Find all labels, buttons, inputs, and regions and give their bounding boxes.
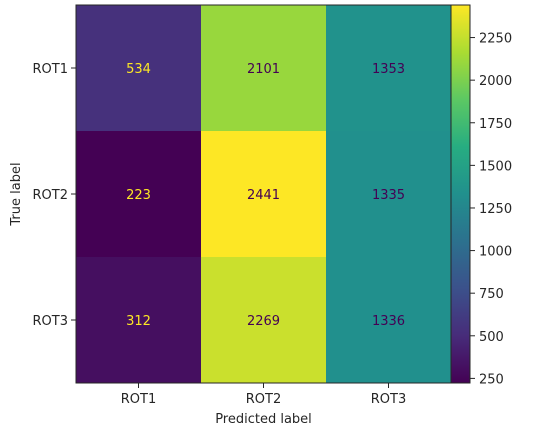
cell-value-label: 2269: [247, 314, 280, 329]
cell-value-label: 2101: [247, 62, 280, 77]
heatmap-cell: [326, 5, 451, 131]
colorbar-tick-label: 1250: [479, 202, 512, 217]
colorbar-tick-label: 1000: [479, 245, 512, 260]
heatmap-cell: [76, 5, 201, 131]
heatmap-cell: [201, 257, 326, 383]
cell-value-label: 312: [126, 314, 151, 329]
cell-value-label: 223: [126, 188, 151, 203]
colorbar-tick-label: 2000: [479, 74, 512, 89]
x-tick-label: ROT1: [121, 392, 156, 407]
colorbar-tick-label: 1500: [479, 159, 512, 174]
colorbar-ticks: 250 500 750 1000 1250 1500 1750 2000 2250: [470, 32, 512, 387]
colorbar-tick-label: 750: [479, 287, 504, 302]
heatmap-cell: [326, 131, 451, 257]
y-tick-label: ROT2: [33, 188, 68, 203]
heatmap-cells: 534 2101 1353 223 2441 1335 312 2269 1336: [76, 5, 451, 383]
y-axis-label: True label: [9, 162, 24, 226]
y-tick-label: ROT1: [33, 62, 68, 77]
cell-value-label: 1336: [372, 314, 405, 329]
x-tick-label: ROT3: [371, 392, 406, 407]
x-tick-label: ROT2: [246, 392, 281, 407]
colorbar-tick-label: 1750: [479, 117, 512, 132]
y-axis-ticks: ROT1 ROT2 ROT3: [33, 62, 76, 329]
heatmap-cell: [201, 5, 326, 131]
heatmap-cell: [201, 131, 326, 257]
cell-value-label: 534: [126, 62, 151, 77]
y-tick-label: ROT3: [33, 314, 68, 329]
colorbar-tick-label: 250: [479, 372, 504, 387]
cell-value-label: 1335: [372, 188, 405, 203]
colorbar: [450, 4, 471, 384]
x-axis-label: Predicted label: [215, 412, 312, 427]
cell-value-label: 1353: [372, 62, 405, 77]
cell-value-label: 2441: [247, 188, 280, 203]
colorbar-tick-label: 2250: [479, 32, 512, 47]
colorbar-tick-label: 500: [479, 330, 504, 345]
heatmap-cell: [76, 257, 201, 383]
x-axis-ticks: ROT1 ROT2 ROT3: [121, 383, 406, 407]
heatmap-cell: [326, 257, 451, 383]
heatmap-cell: [76, 131, 201, 257]
